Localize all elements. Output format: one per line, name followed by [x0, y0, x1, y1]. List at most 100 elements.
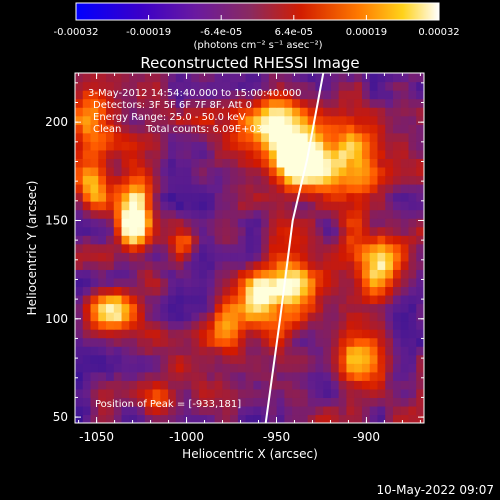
- heatmap-cell: [183, 388, 192, 398]
- heatmap-cell: [261, 73, 270, 83]
- heatmap-cell: [323, 158, 332, 168]
- heatmap-cell: [206, 329, 216, 339]
- heatmap-cell: [237, 294, 247, 305]
- heatmap-cell: [175, 183, 185, 194]
- heatmap-cell: [400, 175, 410, 185]
- heatmap-cell: [292, 346, 301, 356]
- heatmap-cell: [152, 371, 161, 381]
- heatmap-cell: [168, 209, 177, 219]
- heatmap-cell: [168, 218, 177, 228]
- heatmap-cell: [268, 286, 278, 296]
- heatmap-cell: [168, 312, 177, 322]
- heatmap-cell: [307, 252, 317, 262]
- heatmap-cell: [75, 226, 84, 236]
- heatmap-cell: [129, 260, 138, 270]
- heatmap-cell: [276, 90, 285, 100]
- heatmap-cell: [315, 371, 324, 381]
- heatmap-cell: [416, 124, 424, 134]
- heatmap-cell: [307, 277, 317, 288]
- heatmap-cell: [152, 201, 161, 211]
- heatmap-cell: [330, 388, 340, 398]
- heatmap-cell: [191, 90, 200, 100]
- heatmap-cell: [315, 277, 324, 288]
- heatmap-cell: [214, 277, 223, 288]
- heatmap-cell: [113, 414, 123, 423]
- heatmap-cell: [191, 252, 200, 262]
- heatmap-cell: [90, 90, 99, 100]
- heatmap-cell: [175, 201, 185, 211]
- heatmap-cell: [284, 312, 293, 322]
- heatmap-cell: [330, 303, 340, 313]
- heatmap-cell: [206, 380, 216, 390]
- heatmap-cell: [191, 243, 200, 253]
- heatmap-cell: [330, 192, 340, 202]
- heatmap-cell: [253, 303, 262, 313]
- heatmap-cell: [160, 149, 169, 159]
- heatmap-cell: [106, 132, 115, 142]
- heatmap-cell: [284, 405, 293, 416]
- heatmap-cell: [292, 397, 301, 407]
- heatmap-cell: [338, 312, 348, 322]
- heatmap-cell: [245, 397, 254, 407]
- heatmap-cell: [346, 269, 355, 279]
- heatmap-cell: [253, 192, 262, 202]
- heatmap-cell: [276, 277, 285, 288]
- heatmap-cell: [175, 346, 185, 356]
- heatmap-cell: [168, 243, 177, 253]
- heatmap-cell: [253, 380, 262, 390]
- heatmap-cell: [121, 166, 130, 177]
- heatmap-cell: [385, 90, 394, 100]
- heatmap-cell: [113, 209, 123, 219]
- heatmap-cell: [230, 286, 239, 296]
- heatmap-cell: [106, 81, 115, 91]
- colorbar-tick-label: -6.4e-05: [200, 27, 242, 38]
- heatmap-cell: [299, 388, 309, 398]
- heatmap-cell: [237, 277, 247, 288]
- heatmap-cell: [175, 243, 185, 253]
- heatmap-cell: [90, 252, 99, 262]
- heatmap-cell: [268, 269, 278, 279]
- heatmap-cell: [183, 329, 192, 339]
- heatmap-cell: [144, 252, 154, 262]
- heatmap-cell: [338, 226, 348, 236]
- heatmap-cell: [284, 397, 293, 407]
- heatmap-cell: [392, 320, 402, 330]
- heatmap-cell: [253, 260, 262, 270]
- heatmap-cell: [323, 303, 332, 313]
- heatmap-cell: [230, 269, 239, 279]
- heatmap-cell: [82, 73, 92, 83]
- heatmap-cell: [261, 405, 270, 416]
- heatmap-cell: [369, 277, 379, 288]
- heatmap-cell: [377, 175, 386, 185]
- heatmap-cell: [400, 337, 410, 347]
- heatmap-cell: [292, 73, 301, 83]
- heatmap-cell: [323, 175, 332, 185]
- heatmap-cell: [330, 320, 340, 330]
- heatmap-cell: [137, 320, 146, 330]
- heatmap-cell: [338, 405, 348, 416]
- heatmap-cell: [206, 132, 216, 142]
- heatmap-cell: [75, 363, 84, 373]
- heatmap-cell: [222, 346, 231, 356]
- heatmap-cell: [416, 201, 424, 211]
- heatmap-cell: [82, 312, 92, 322]
- heatmap-cell: [230, 405, 239, 416]
- heatmap-cell: [98, 320, 107, 330]
- heatmap-cell: [230, 73, 239, 83]
- heatmap-cell: [268, 115, 278, 125]
- heatmap-cell: [237, 115, 247, 125]
- heatmap-cell: [299, 226, 309, 236]
- heatmap-cell: [175, 90, 185, 100]
- heatmap-cell: [354, 209, 363, 219]
- heatmap-cell: [299, 312, 309, 322]
- heatmap-cell: [106, 397, 115, 407]
- heatmap-cell: [152, 397, 161, 407]
- heatmap-cell: [191, 158, 200, 168]
- heatmap-cell: [113, 303, 123, 313]
- heatmap-cell: [98, 158, 107, 168]
- heatmap-cell: [299, 218, 309, 228]
- heatmap-cell: [152, 286, 161, 296]
- heatmap-cell: [168, 397, 177, 407]
- heatmap-cell: [400, 149, 410, 159]
- heatmap-cell: [323, 243, 332, 253]
